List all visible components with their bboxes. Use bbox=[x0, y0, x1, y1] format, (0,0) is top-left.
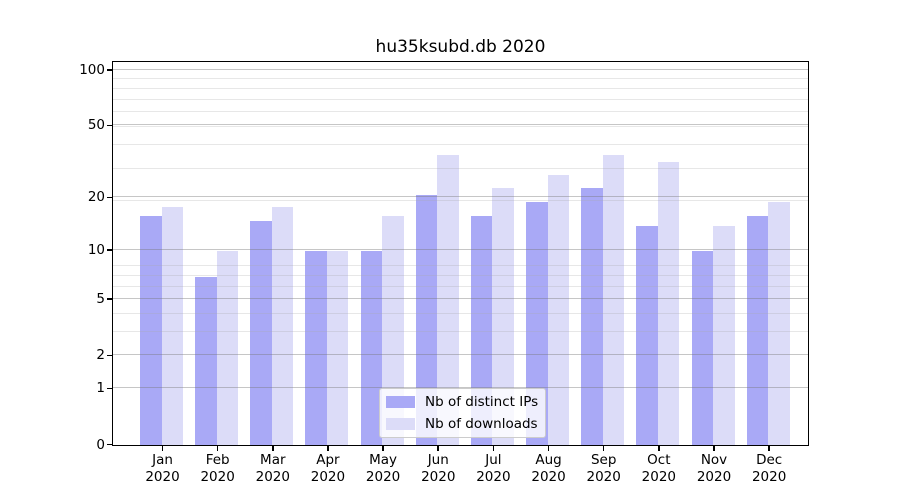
bar-aug-ips bbox=[526, 202, 548, 445]
x-tick-label: Oct 2020 bbox=[624, 452, 694, 486]
x-tick-label: Feb 2020 bbox=[183, 452, 253, 486]
legend-row: Nb of distinct IPs bbox=[386, 393, 539, 412]
year-label: 2020 bbox=[310, 469, 346, 485]
bar-mar-downloads bbox=[271, 206, 294, 445]
y-tick-label: 20 bbox=[87, 189, 105, 206]
year-label: 2020 bbox=[531, 469, 566, 485]
x-tick-label: Apr 2020 bbox=[293, 452, 363, 486]
y-tick-mark bbox=[107, 354, 112, 357]
bar-jul-downloads bbox=[492, 187, 514, 445]
bar-may-downloads bbox=[382, 215, 404, 445]
month-label: Apr bbox=[316, 452, 340, 468]
x-tick-label: Jun 2020 bbox=[403, 452, 473, 486]
bar-nov-ips bbox=[691, 250, 713, 445]
bar-apr-downloads bbox=[326, 250, 349, 445]
month-label: Jan bbox=[152, 452, 173, 468]
year-label: 2020 bbox=[365, 469, 401, 485]
x-tick-mark bbox=[161, 446, 164, 451]
legend-label-downloads: Nb of downloads bbox=[425, 415, 538, 432]
x-tick-label: Mar 2020 bbox=[238, 452, 308, 486]
year-label: 2020 bbox=[145, 469, 180, 485]
legend-row: Nb of downloads bbox=[386, 415, 538, 434]
x-tick-label: Nov 2020 bbox=[679, 452, 749, 486]
legend-label-distinct-ips: Nb of distinct IPs bbox=[425, 394, 539, 411]
month-label: Jun bbox=[427, 452, 449, 468]
bar-oct-downloads bbox=[657, 161, 680, 445]
year-label: 2020 bbox=[200, 469, 235, 485]
month-label: Aug bbox=[535, 452, 562, 468]
bar-jun-downloads bbox=[437, 154, 459, 445]
y-tick-label: 10 bbox=[87, 241, 105, 258]
y-tick-mark bbox=[107, 387, 112, 390]
legend-swatch-downloads bbox=[386, 417, 415, 430]
y-tick-label: 50 bbox=[87, 117, 105, 134]
legend: Nb of distinct IPs Nb of downloads bbox=[379, 388, 546, 438]
bar-jun-ips bbox=[415, 194, 438, 445]
x-tick-label: Jul 2020 bbox=[458, 452, 528, 486]
y-tick-label: 2 bbox=[96, 347, 105, 364]
year-label: 2020 bbox=[751, 469, 787, 485]
x-tick-label: Dec 2020 bbox=[734, 452, 804, 486]
x-tick-mark bbox=[216, 446, 219, 451]
x-tick-mark bbox=[272, 446, 274, 451]
bar-mar-ips bbox=[250, 220, 272, 445]
month-label: Dec bbox=[756, 452, 783, 468]
x-tick-label: May 2020 bbox=[348, 452, 418, 486]
bar-jan-ips bbox=[140, 215, 162, 445]
x-tick-mark bbox=[437, 446, 440, 451]
bar-oct-ips bbox=[636, 225, 658, 445]
year-label: 2020 bbox=[255, 469, 290, 485]
y-tick-mark bbox=[107, 69, 112, 71]
plot-area bbox=[112, 61, 809, 446]
x-tick-label: Aug 2020 bbox=[514, 452, 584, 486]
bar-aug-downloads bbox=[547, 175, 570, 445]
y-tick-mark bbox=[107, 249, 112, 251]
x-tick-mark bbox=[602, 446, 605, 451]
y-tick-mark bbox=[107, 443, 112, 446]
bar-sep-downloads bbox=[602, 154, 625, 445]
bar-feb-ips bbox=[195, 276, 217, 445]
month-label: Mar bbox=[260, 452, 286, 468]
bars-layer bbox=[113, 62, 808, 445]
month-label: Jul bbox=[485, 452, 502, 468]
month-label: Nov bbox=[700, 452, 728, 468]
bar-may-ips bbox=[360, 250, 383, 445]
month-label: May bbox=[369, 452, 398, 468]
month-label: Feb bbox=[205, 452, 230, 468]
bar-sep-ips bbox=[581, 187, 603, 445]
chart-title: hu35ksubd.db 2020 bbox=[375, 37, 546, 57]
x-tick-label: Sep 2020 bbox=[569, 452, 639, 486]
bar-jul-ips bbox=[470, 215, 493, 445]
year-label: 2020 bbox=[586, 469, 621, 485]
x-tick-mark bbox=[768, 446, 770, 451]
y-tick-label: 5 bbox=[96, 291, 105, 308]
y-tick-mark bbox=[107, 196, 112, 199]
month-label: Oct bbox=[647, 452, 671, 468]
x-tick-mark bbox=[713, 446, 715, 451]
x-tick-mark bbox=[327, 446, 329, 451]
bar-dec-downloads bbox=[768, 202, 790, 445]
bar-apr-ips bbox=[305, 250, 327, 445]
y-tick-mark bbox=[107, 124, 112, 127]
bar-feb-downloads bbox=[216, 250, 239, 445]
bar-nov-downloads bbox=[713, 225, 735, 445]
year-label: 2020 bbox=[696, 469, 732, 485]
y-tick-label: 100 bbox=[79, 61, 105, 78]
y-tick-mark bbox=[107, 298, 112, 300]
x-tick-mark bbox=[547, 446, 550, 451]
y-tick-label: 0 bbox=[96, 436, 105, 453]
year-label: 2020 bbox=[641, 469, 677, 485]
bar-jan-downloads bbox=[161, 206, 183, 445]
year-label: 2020 bbox=[421, 469, 456, 485]
legend-swatch-distinct-ips bbox=[386, 396, 415, 409]
month-label: Sep bbox=[590, 452, 617, 468]
x-tick-label: Jan 2020 bbox=[128, 452, 198, 486]
bar-dec-ips bbox=[746, 215, 769, 445]
x-tick-mark bbox=[492, 446, 495, 451]
y-tick-label: 1 bbox=[96, 380, 105, 397]
x-tick-mark bbox=[382, 446, 384, 451]
x-tick-mark bbox=[658, 446, 660, 451]
year-label: 2020 bbox=[476, 469, 511, 485]
